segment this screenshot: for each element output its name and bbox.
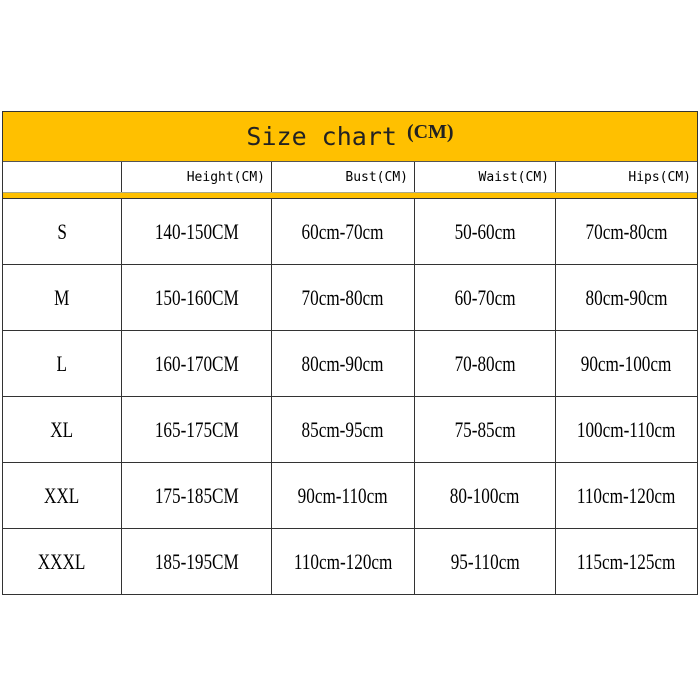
cell-text: XXL [44, 482, 80, 508]
cell-hips: 90cm-100cm [556, 331, 697, 396]
header-height: Height(CM) [122, 162, 272, 192]
cell-text: 75-85cm [454, 416, 516, 442]
cell-hips: 110cm-120cm [556, 463, 697, 528]
cell-height: 160-170CM [122, 331, 272, 396]
cell-text: 50-60cm [454, 218, 516, 244]
size-chart-table: Size chart (CM) Height(CM) Bust(CM) Wais… [2, 111, 698, 595]
header-separator [3, 192, 697, 199]
title-text: Size chart [246, 122, 397, 151]
cell-height: 140-150CM [122, 199, 272, 264]
cell-text: 100cm-110cm [577, 416, 676, 442]
cell-text: 110cm-120cm [577, 482, 676, 508]
cell-size: S [3, 199, 122, 264]
cell-size: XXL [3, 463, 122, 528]
header-hips: Hips(CM) [628, 169, 691, 185]
cell-size: L [3, 331, 122, 396]
cell-text: 60cm-70cm [302, 218, 384, 244]
cell-height: 185-195CM [122, 529, 272, 594]
cell-text: M [54, 284, 70, 310]
cell-text: 175-185CM [154, 482, 239, 508]
cell-size: M [3, 265, 122, 330]
cell-waist: 95-110cm [415, 529, 556, 594]
cell-text: 185-195CM [154, 548, 239, 574]
cell-bust: 90cm-110cm [272, 463, 415, 528]
cell-text: 80cm-90cm [302, 350, 384, 376]
cell-hips: 80cm-90cm [556, 265, 697, 330]
title-unit: (CM) [406, 121, 454, 143]
cell-hips: 100cm-110cm [556, 397, 697, 462]
cell-waist: 75-85cm [415, 397, 556, 462]
cell-height: 165-175CM [122, 397, 272, 462]
cell-bust: 70cm-80cm [272, 265, 415, 330]
table-row: XL 165-175CM 85cm-95cm 75-85cm 100cm-110cm [3, 397, 697, 463]
table-row: S 140-150CM 60cm-70cm 50-60cm 70cm-80cm [3, 199, 697, 265]
table-body: S 140-150CM 60cm-70cm 50-60cm 70cm-80cm M 150-… [3, 199, 697, 594]
cell-waist: 50-60cm [415, 199, 556, 264]
cell-hips: 115cm-125cm [556, 529, 697, 594]
cell-text: 85cm-95cm [302, 416, 384, 442]
cell-text: 80-100cm [450, 482, 520, 508]
header-size [3, 162, 122, 192]
cell-text: 140-150CM [154, 218, 239, 244]
cell-text: XXXL [38, 548, 86, 574]
cell-text: L [56, 350, 68, 376]
table-row: XXXL 185-195CM 110cm-120cm 95-110cm 115cm-12… [3, 529, 697, 594]
cell-bust: 60cm-70cm [272, 199, 415, 264]
cell-bust: 80cm-90cm [272, 331, 415, 396]
cell-text: 70-80cm [454, 350, 516, 376]
header-bust: Bust(CM) [272, 162, 415, 192]
cell-text: 70cm-80cm [302, 284, 384, 310]
cell-size: XXXL [3, 529, 122, 594]
cell-text: 70cm-80cm [585, 218, 668, 244]
cell-waist: 60-70cm [415, 265, 556, 330]
cell-text: 110cm-120cm [293, 548, 393, 574]
cell-waist: 80-100cm [415, 463, 556, 528]
cell-height: 150-160CM [122, 265, 272, 330]
header-row: Height(CM) Bust(CM) Waist(CM) Hips(CM) [3, 162, 697, 192]
cell-text: 160-170CM [154, 350, 239, 376]
cell-text: 165-175CM [154, 416, 239, 442]
cell-hips: 70cm-80cm [556, 199, 697, 264]
cell-text: 115cm-125cm [577, 548, 676, 574]
cell-text: S [57, 218, 67, 244]
cell-waist: 70-80cm [415, 331, 556, 396]
size-chart-title: Size chart (CM) [3, 112, 697, 162]
cell-height: 175-185CM [122, 463, 272, 528]
cell-bust: 110cm-120cm [272, 529, 415, 594]
table-row: XXL 175-185CM 90cm-110cm 80-100cm 110cm-120c… [3, 463, 697, 529]
cell-text: 90cm-100cm [581, 350, 672, 376]
cell-text: 80cm-90cm [585, 284, 668, 310]
cell-text: 150-160CM [154, 284, 239, 310]
cell-bust: 85cm-95cm [272, 397, 415, 462]
cell-text: XL [50, 416, 74, 442]
table-row: L 160-170CM 80cm-90cm 70-80cm 90cm-100cm [3, 331, 697, 397]
cell-size: XL [3, 397, 122, 462]
cell-text: 95-110cm [450, 548, 520, 574]
cell-text: 90cm-110cm [298, 482, 388, 508]
table-row: M 150-160CM 70cm-80cm 60-70cm 80cm-90cm [3, 265, 697, 331]
cell-text: 60-70cm [454, 284, 516, 310]
header-waist: Waist(CM) [415, 162, 556, 192]
